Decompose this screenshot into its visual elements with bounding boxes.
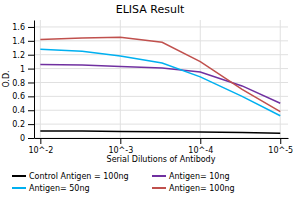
legend-swatch	[12, 175, 26, 177]
y-tick: 1.2	[12, 51, 34, 60]
y-tick-mark	[28, 96, 34, 97]
y-tick-mark	[28, 138, 34, 139]
y-tick-label: 0	[20, 134, 25, 143]
x-axis: 10^-2 10^-3 10^-4 10^-5	[28, 138, 293, 155]
y-axis-title: O.D.	[2, 70, 11, 87]
grid-line-y	[34, 82, 288, 83]
x-tick-label: 10^-5	[268, 146, 293, 155]
y-tick-mark	[28, 82, 34, 83]
x-tick: 10^-4	[188, 138, 213, 155]
series-line	[40, 37, 280, 111]
grid-line-y	[34, 40, 288, 41]
legend-label: Antigen= 100ng	[169, 184, 235, 193]
legend-label: Antigen= 50ng	[29, 184, 90, 193]
x-tick: 10^-2	[28, 138, 53, 155]
legend-item: Antigen= 100ng	[152, 184, 235, 193]
grid-line-y	[34, 110, 288, 111]
legend-swatch	[152, 187, 166, 189]
y-tick-label: 0.2	[12, 120, 25, 129]
legend-swatch	[152, 175, 166, 177]
y-tick-mark	[28, 27, 34, 28]
legend-item: Control Antigen = 100ng	[12, 172, 129, 181]
x-tick-label: 10^-4	[188, 146, 213, 155]
y-tick-label: 1.6	[12, 23, 25, 32]
legend-label: Control Antigen = 100ng	[29, 172, 129, 181]
axis-domain	[35, 138, 289, 139]
y-tick-label: 1	[20, 65, 25, 74]
y-tick-mark	[28, 110, 34, 111]
y-tick: 0.8	[12, 79, 34, 88]
x-tick: 10^-5	[268, 138, 293, 155]
legend-item: Antigen= 10ng	[152, 172, 230, 181]
x-tick-label: 10^-2	[28, 146, 53, 155]
chart: 10^-2 10^-3 10^-4 10^-5 0 0.2 0.4 0.6 0.8 1 1.2 1.4…	[0, 0, 300, 200]
grid-line-y	[34, 124, 288, 125]
y-tick: 1	[20, 65, 34, 74]
y-tick-mark	[28, 55, 34, 56]
y-tick-mark	[28, 124, 34, 125]
x-tick-mark	[40, 138, 41, 144]
y-tick-mark	[28, 69, 34, 70]
y-tick: 1.4	[12, 37, 34, 46]
y-tick-label: 1.2	[12, 51, 25, 60]
x-axis-title: Serial Dilutions of Antibody	[107, 155, 216, 164]
y-tick-label: 0.4	[12, 106, 25, 115]
grid-line-y	[34, 138, 288, 139]
y-axis: 0 0.2 0.4 0.6 0.8 1 1.2 1.4 1.6	[12, 21, 34, 144]
grid-line-x	[200, 20, 201, 138]
legend: Control Antigen = 100ng Antigen= 10ng Anti…	[12, 172, 235, 193]
y-tick: 0.6	[12, 92, 34, 101]
y-tick-mark	[28, 41, 34, 42]
legend-label: Antigen= 10ng	[169, 172, 230, 181]
y-tick: 0.4	[12, 106, 34, 115]
grid-line-y	[34, 96, 288, 97]
y-tick-label: 1.4	[12, 37, 25, 46]
x-tick-mark	[280, 138, 281, 144]
y-tick-label: 0.6	[12, 92, 25, 101]
legend-swatch	[12, 187, 26, 189]
x-tick-mark	[120, 138, 121, 144]
x-tick: 10^-3	[108, 138, 133, 155]
series-line	[40, 131, 280, 133]
lines	[40, 37, 280, 133]
y-tick: 0	[20, 134, 34, 143]
grid-line-y	[34, 26, 288, 27]
y-tick-label: 0.8	[12, 79, 25, 88]
plot: 10^-2 10^-3 10^-4 10^-5 0 0.2 0.4 0.6 0.8 1 1.2 1.4…	[12, 20, 293, 155]
y-tick: 0.2	[12, 120, 34, 129]
grid	[34, 20, 288, 138]
title: ELISA Result	[116, 3, 185, 16]
y-tick: 1.6	[12, 23, 34, 32]
grid-line-y	[34, 54, 288, 55]
grid-line-x	[280, 20, 281, 138]
grid-line-x	[40, 20, 41, 138]
x-tick-label: 10^-3	[108, 146, 133, 155]
x-tick-mark	[200, 138, 201, 144]
series-line	[40, 49, 280, 116]
legend-item: Antigen= 50ng	[12, 184, 90, 193]
axis-domain	[34, 21, 35, 139]
